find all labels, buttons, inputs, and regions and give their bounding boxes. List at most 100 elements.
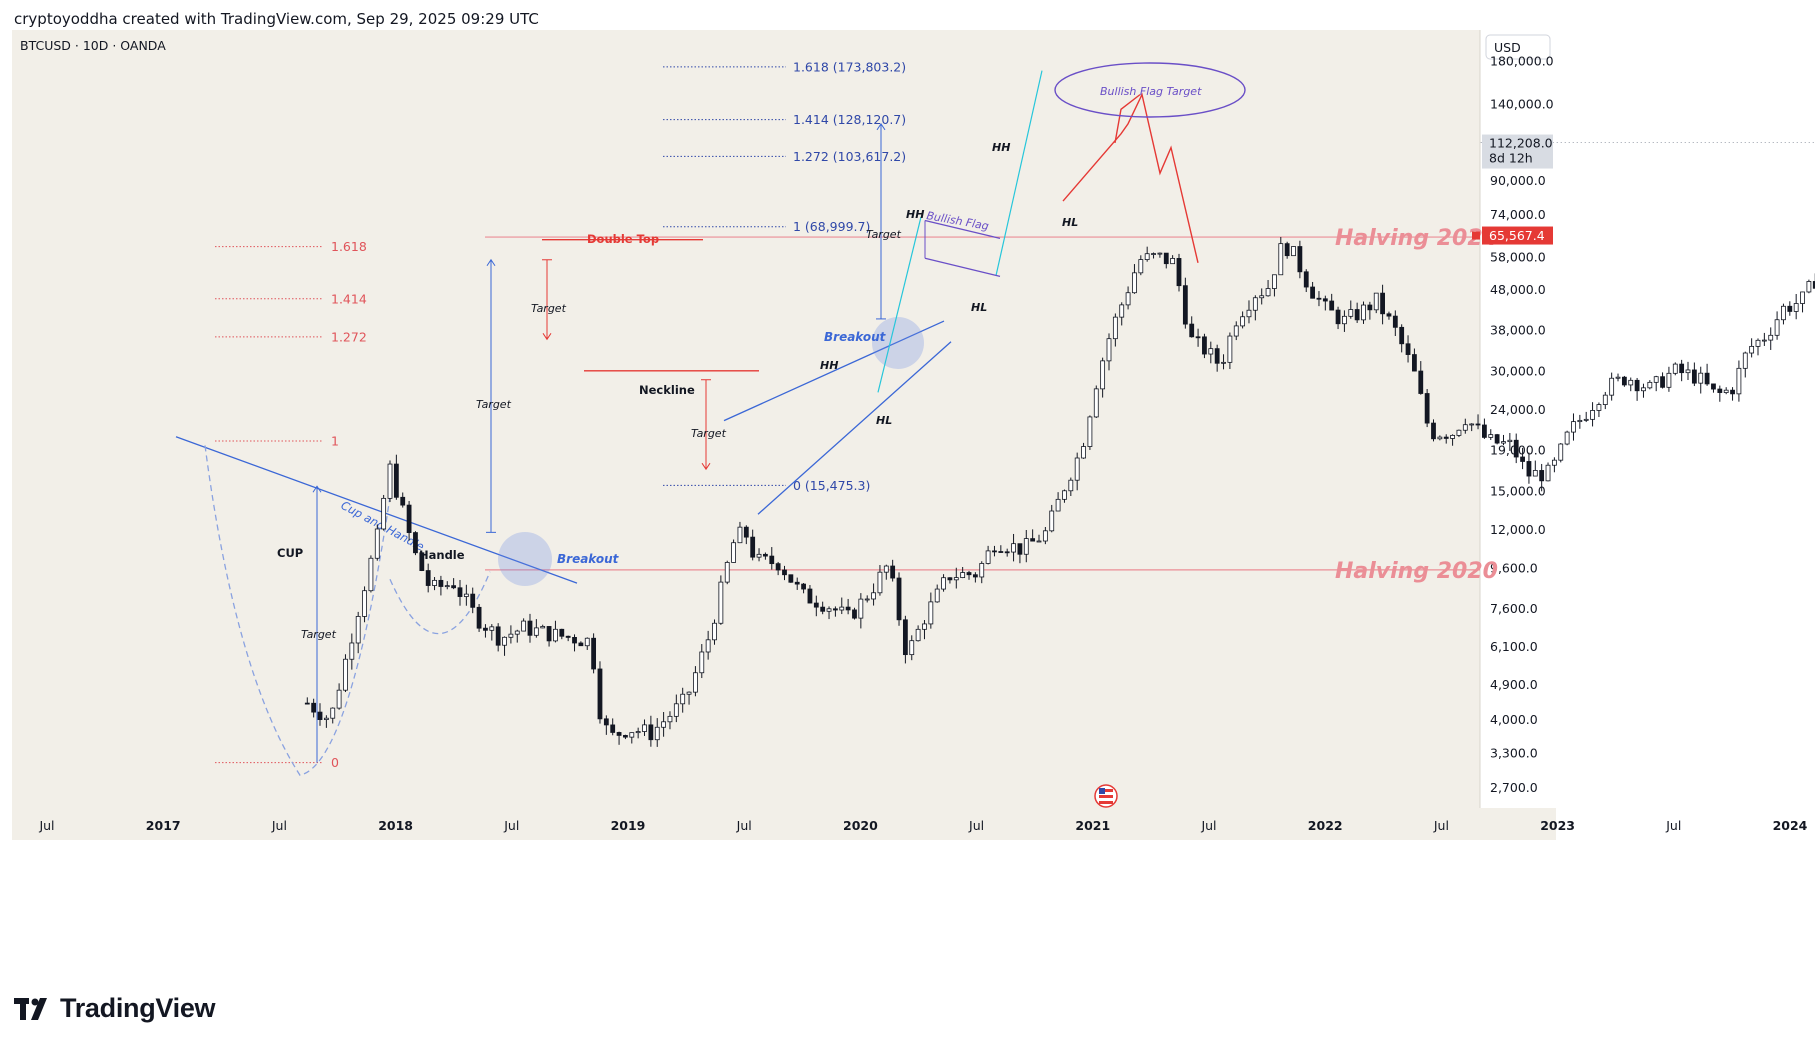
candle — [1373, 292, 1379, 314]
candle — [413, 531, 418, 556]
candle — [794, 577, 800, 590]
double-top-target-label: Target — [531, 302, 567, 315]
candle-body — [769, 555, 775, 565]
candle — [1666, 366, 1672, 392]
candle — [915, 625, 921, 642]
candle — [495, 623, 501, 652]
candle — [362, 586, 367, 623]
candle — [1163, 252, 1169, 269]
candle-body — [451, 585, 457, 589]
candle-body — [508, 633, 514, 638]
projection-path — [1062, 92, 1199, 263]
candle — [1221, 354, 1226, 370]
candle — [610, 718, 616, 736]
candle-body — [1520, 456, 1525, 462]
currency-button[interactable]: USD — [1485, 34, 1551, 60]
candle — [1628, 377, 1634, 392]
candle — [890, 559, 896, 582]
candle — [1132, 264, 1137, 294]
candle — [1691, 362, 1697, 387]
candle-body — [1265, 288, 1271, 297]
candle — [966, 570, 972, 580]
candle — [616, 731, 622, 745]
candle-body — [1284, 243, 1290, 257]
candle-body — [1742, 352, 1748, 369]
candle-body — [972, 574, 978, 578]
candle-body — [890, 565, 896, 579]
candle-body — [349, 642, 355, 660]
candle-body — [381, 497, 387, 530]
candle-body — [565, 635, 571, 638]
candle-body — [1761, 339, 1767, 342]
candle-body — [438, 579, 444, 587]
candle — [909, 635, 915, 661]
candle-body — [1685, 369, 1691, 374]
candle-body — [1628, 379, 1634, 386]
candle — [648, 715, 654, 747]
candle — [1291, 246, 1296, 257]
candle-body — [1698, 372, 1704, 384]
candle — [1106, 333, 1112, 371]
candle — [603, 715, 609, 735]
tradingview-logo[interactable]: TradingView — [14, 993, 216, 1024]
candle — [578, 641, 584, 647]
candle-body — [1602, 394, 1608, 405]
candle-body — [387, 463, 393, 499]
candle — [985, 545, 991, 565]
candle-body — [1494, 434, 1500, 444]
candle — [1501, 434, 1506, 446]
candle-body — [1532, 470, 1538, 477]
candle — [1590, 402, 1595, 427]
tradingview-logo-text: TradingView — [60, 993, 216, 1023]
event-icon-canton — [1099, 788, 1105, 794]
candle-body — [629, 732, 635, 738]
currency-box — [1485, 34, 1551, 60]
candle-body — [1170, 258, 1176, 265]
tradingview-logo-icon — [14, 997, 47, 1020]
cup-curve — [204, 445, 391, 776]
candle — [527, 613, 533, 643]
candle-body — [533, 627, 539, 636]
candle-body — [425, 570, 431, 586]
candle — [323, 715, 329, 728]
candle — [470, 587, 476, 614]
candle-body — [527, 620, 533, 636]
us-flag-event-icon[interactable] — [1094, 784, 1118, 808]
candle-body — [1074, 457, 1080, 481]
candle — [1093, 385, 1099, 418]
candle-body — [1240, 316, 1246, 327]
y-tick-label: 6,100.0 — [1490, 639, 1538, 654]
candle — [1354, 302, 1360, 323]
candle-body — [1793, 303, 1799, 312]
candle-body — [1711, 383, 1716, 390]
candle-body — [712, 622, 717, 641]
candle — [718, 575, 724, 625]
candle-body — [336, 689, 342, 709]
candle-body — [705, 639, 711, 653]
candle — [1539, 463, 1545, 492]
candle-body — [1100, 360, 1106, 390]
candle — [546, 626, 552, 647]
candle — [1717, 385, 1723, 402]
candle — [572, 634, 577, 652]
candle-body — [1450, 434, 1455, 439]
candle-body — [782, 569, 787, 576]
candle — [565, 635, 571, 642]
candle — [737, 521, 743, 544]
candle — [1310, 281, 1316, 299]
candle — [1023, 530, 1029, 563]
candle-body — [648, 724, 654, 741]
candle-body — [915, 628, 921, 642]
candle-body — [470, 593, 476, 608]
candle-body — [680, 693, 686, 705]
candle-body — [960, 572, 966, 578]
candle-body — [985, 550, 991, 564]
candle — [1723, 387, 1729, 395]
candle — [540, 624, 546, 629]
candle — [521, 618, 527, 632]
candle-body — [1717, 388, 1723, 393]
candle — [852, 607, 857, 620]
candle — [425, 563, 431, 593]
candle — [1335, 306, 1341, 330]
